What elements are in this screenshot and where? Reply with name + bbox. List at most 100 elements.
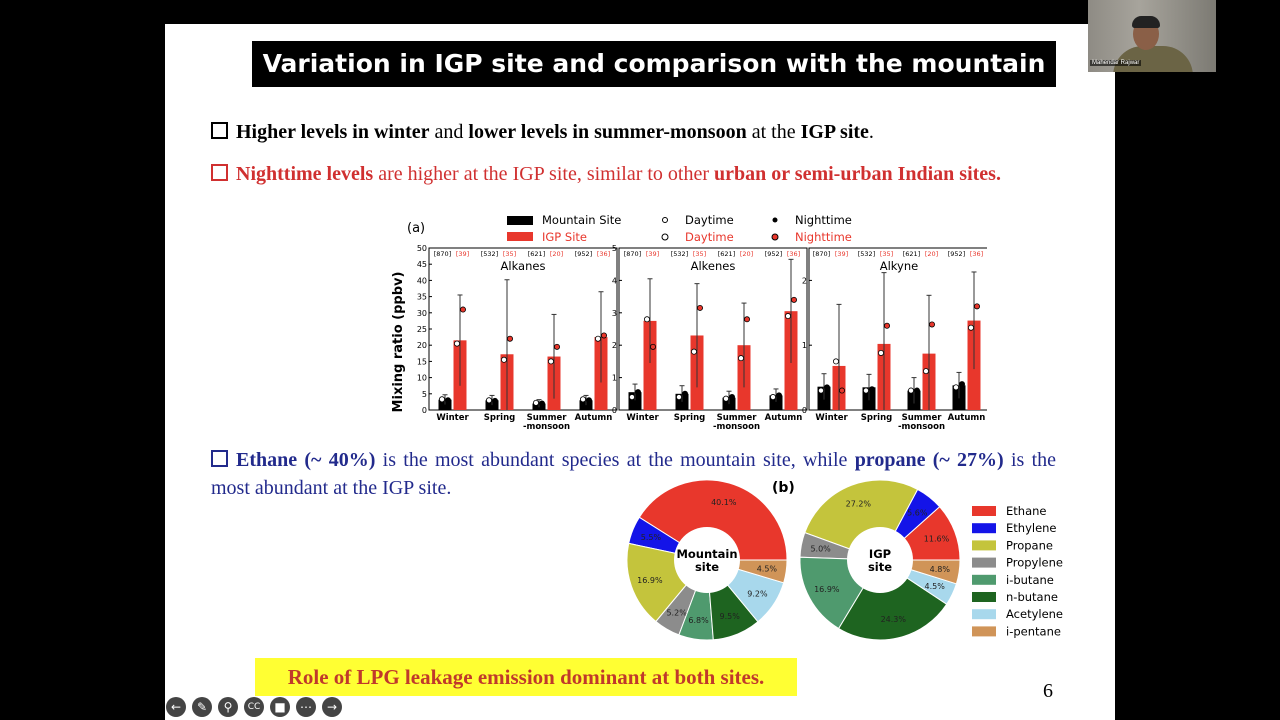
webcam-thumbnail[interactable]: Mahendar Rajwar <box>1088 0 1216 72</box>
day-marker <box>454 340 461 347</box>
legend-label: Acetylene <box>1006 607 1063 621</box>
night-marker <box>914 387 921 394</box>
x-tick-label: -monsoon <box>898 422 945 432</box>
slice-label: 4.5% <box>924 582 945 591</box>
checkbox-bullet-icon <box>211 122 228 139</box>
bar-mountain <box>579 400 593 410</box>
y-tick-label: 2 <box>802 276 807 285</box>
legend-night-mountain-marker <box>772 217 778 223</box>
day-marker <box>690 348 697 355</box>
legend-day-mountain-marker <box>662 217 668 223</box>
day-marker <box>877 349 884 356</box>
x-tick-label: Spring <box>674 413 705 423</box>
night-marker <box>445 397 452 404</box>
subplot-title: Alkanes <box>501 259 546 273</box>
legend-day-igp: Daytime <box>685 230 734 244</box>
legend-label: Propane <box>1006 538 1053 552</box>
subplot-alkenes: 0 1 2 3 4 5 Alkenes [870] [39] Winter [532] [35] Spr… <box>612 244 808 432</box>
prev-slide-icon[interactable]: ← <box>166 697 186 717</box>
y-tick-label: 30 <box>417 309 427 318</box>
count-igp: [20] <box>740 250 753 258</box>
slice-label: 5.6% <box>907 508 928 517</box>
pie-igp: 11.6% 5.6% 27.2% 5.0% 16.9% 24.3% 4.5% 4.8% IGPs… <box>799 479 961 641</box>
night-marker <box>838 387 845 394</box>
night-marker <box>775 392 782 399</box>
count-igp: [35] <box>503 250 516 258</box>
night-marker <box>883 322 890 329</box>
x-tick-label: Summer <box>902 413 943 423</box>
page-number: 6 <box>1043 680 1053 702</box>
pie-center-label: site <box>868 560 892 574</box>
day-marker <box>862 387 869 394</box>
count-mountain: [870] <box>624 250 641 258</box>
y-tick-label: 15 <box>417 357 427 366</box>
donut-hole <box>674 527 740 593</box>
x-tick-label: -monsoon <box>523 422 570 432</box>
night-marker <box>492 397 499 404</box>
day-marker <box>923 368 930 375</box>
day-marker <box>769 394 776 401</box>
slice-label: 9.2% <box>747 589 768 598</box>
legend-swatch-mountain <box>507 216 533 225</box>
night-marker <box>868 386 875 393</box>
legend-label: n-butane <box>1006 590 1058 604</box>
zoom-icon[interactable]: ⚲ <box>218 697 238 717</box>
night-marker <box>743 316 750 323</box>
x-tick-label: Autumn <box>765 413 803 423</box>
pie-chart-figure: (b) 40.1% 5.5% 16.9% 5.2%6.8% 9.5% 9.2% 4.5% Mou… <box>626 479 1063 641</box>
night-marker <box>600 332 607 339</box>
camera-icon[interactable]: ■ <box>270 697 290 717</box>
webcam-name-label: Mahendar Rajwar <box>1090 60 1142 66</box>
y-tick-label: 0 <box>422 406 427 415</box>
y-tick-label: 35 <box>417 293 427 302</box>
pen-icon[interactable]: ✎ <box>192 697 212 717</box>
x-tick-label: Winter <box>815 413 848 423</box>
checkbox-bullet-icon <box>211 164 228 181</box>
legend-swatch <box>972 523 996 534</box>
count-igp: [36] <box>787 250 800 258</box>
legend-swatch <box>972 557 996 568</box>
legend-swatch <box>972 609 996 620</box>
y-tick-label: 4 <box>612 276 617 285</box>
slice-label: 5.5% <box>641 533 662 542</box>
count-mountain: [532] <box>858 250 875 258</box>
slice-label: 24.3% <box>881 615 907 624</box>
day-marker <box>486 397 493 404</box>
subplot-title: Alkyne <box>880 259 918 273</box>
next-slide-icon[interactable]: → <box>322 697 342 717</box>
bullet-ethane-propane: Ethane (~ 40%) is the most abundant spec… <box>211 449 1057 499</box>
night-marker <box>974 303 981 310</box>
slice-label: 6.8% <box>688 616 709 625</box>
count-igp: [39] <box>456 250 469 258</box>
night-marker <box>929 321 936 328</box>
night-marker <box>823 384 830 391</box>
y-tick-label: 5 <box>422 390 427 399</box>
count-igp: [36] <box>597 250 610 258</box>
subplot-frame <box>808 247 987 411</box>
slice-label: 16.9% <box>814 585 840 594</box>
legend-mountain: Mountain Site <box>542 213 621 227</box>
count-igp: [35] <box>880 250 893 258</box>
count-mountain: [532] <box>481 250 498 258</box>
day-marker <box>832 358 839 365</box>
x-tick-label: Autumn <box>575 413 613 423</box>
day-marker <box>532 399 539 406</box>
night-marker <box>553 343 560 350</box>
legend-swatch <box>972 574 996 585</box>
legend-swatch <box>972 592 996 602</box>
captions-icon[interactable]: CC <box>244 697 264 717</box>
slide: Variation in IGP site and comparison wit… <box>165 24 1115 720</box>
presenter-body <box>1113 46 1193 72</box>
more-options-icon[interactable]: ⋯ <box>296 697 316 717</box>
day-marker <box>628 394 635 401</box>
day-marker <box>547 358 554 365</box>
count-mountain: [621] <box>903 250 920 258</box>
donut-hole <box>847 527 913 593</box>
subplot-frame <box>618 247 808 411</box>
subplot-alkyne: 0 1 2 Alkyne [870] [39] Winter [532] [35] Spring [… <box>802 247 987 432</box>
slice-label: 4.8% <box>930 565 951 574</box>
legend-swatch <box>972 506 996 516</box>
count-igp: [39] <box>835 250 848 258</box>
pie-slice <box>838 559 948 641</box>
